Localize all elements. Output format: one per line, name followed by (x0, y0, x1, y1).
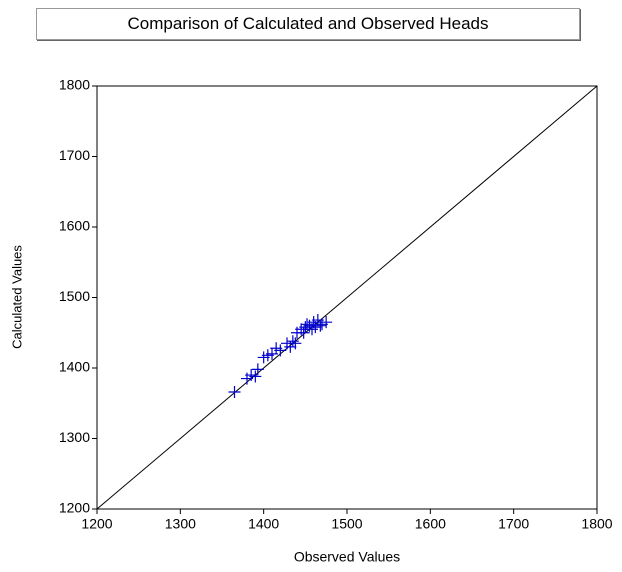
point-marker (301, 318, 313, 331)
x-axis-label: Observed Values (294, 549, 400, 565)
x-tick-label: 1400 (248, 516, 279, 532)
x-tick-label: 1700 (498, 516, 529, 532)
reference-line (96, 85, 598, 510)
y-tick-label: 1700 (59, 147, 90, 163)
point-marker (274, 344, 287, 357)
point-marker (306, 323, 318, 336)
point-marker (228, 385, 241, 398)
point-marker (320, 316, 333, 329)
point-marker (314, 319, 327, 332)
point-marker (286, 335, 299, 348)
x-tick-label: 1600 (415, 516, 446, 532)
point-marker (297, 326, 310, 339)
point-marker (249, 370, 262, 383)
x-tick-label: 1500 (331, 516, 362, 532)
y-tick-label: 1400 (59, 359, 90, 375)
point-marker (309, 321, 322, 334)
y-tick-label: 1800 (59, 77, 90, 93)
x-tick-label: 1800 (581, 516, 612, 532)
point-marker (284, 340, 297, 353)
y-axis-label: Calculated Values (9, 245, 24, 349)
point-marker (251, 363, 264, 376)
y-tick-label: 1600 (59, 218, 90, 234)
point-marker (289, 337, 302, 350)
y-tick-label: 1200 (59, 500, 90, 516)
x-tick-label: 1200 (81, 516, 112, 532)
y-tick-label: 1500 (59, 288, 90, 304)
x-tick-label: 1300 (165, 516, 196, 532)
chart-title: Comparison of Calculated and Observed He… (36, 8, 580, 40)
y-tick-label: 1300 (59, 429, 90, 445)
